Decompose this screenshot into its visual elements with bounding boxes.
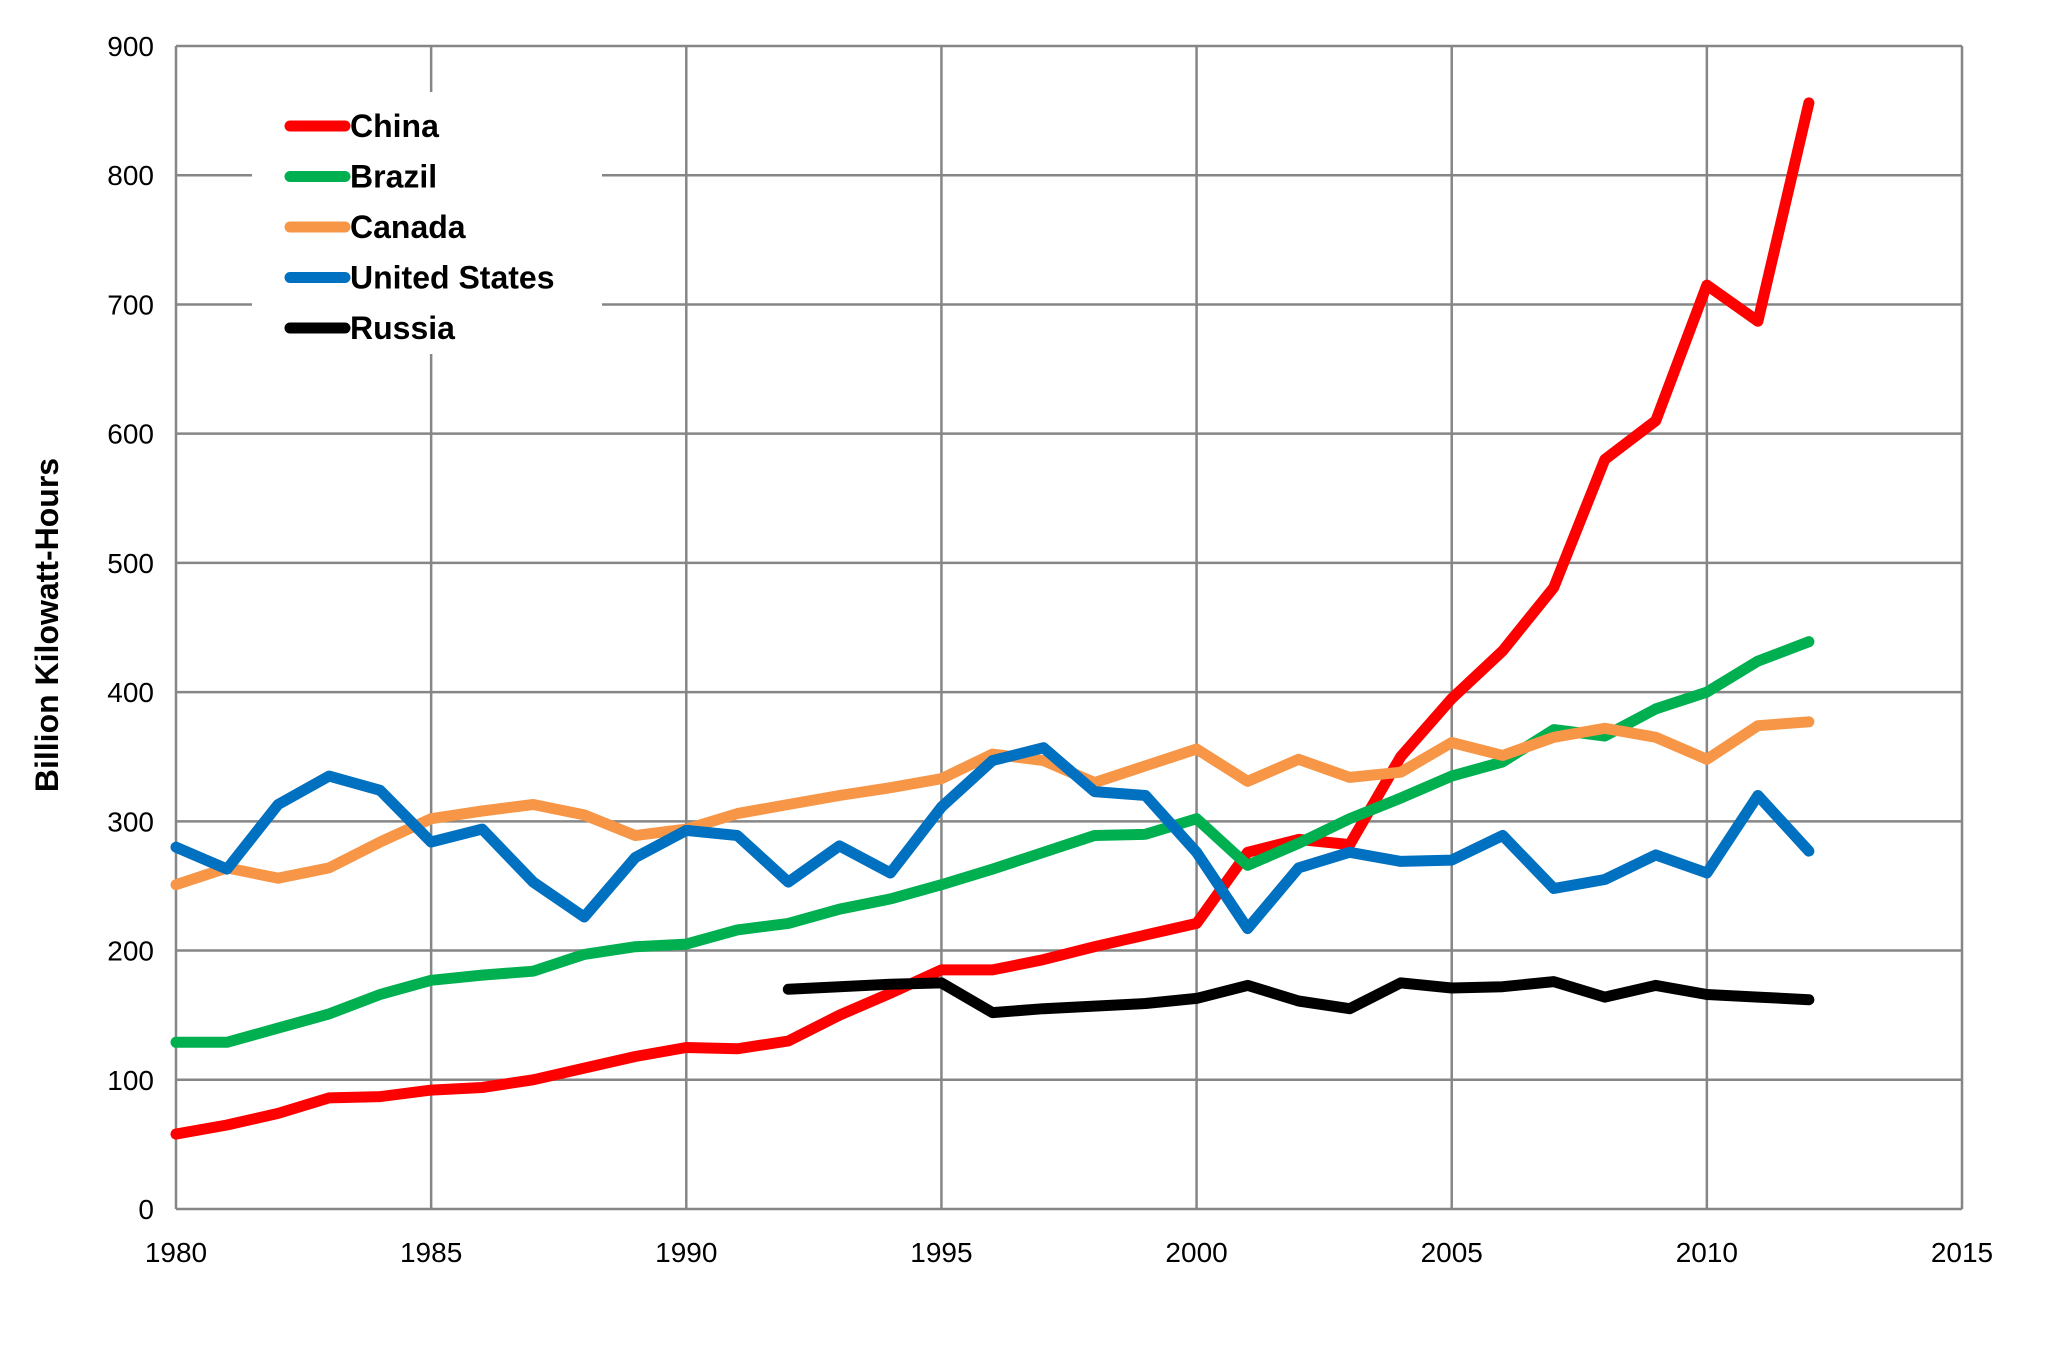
x-tick-label: 1995 [910,1237,972,1268]
axis-tick-labels: 0 100 200 300 400 500 600 700 800 900 1980 1985 1990… [107,31,1993,1268]
y-tick-label: 100 [107,1065,154,1096]
x-tick-label: 2015 [1931,1237,1993,1268]
x-tick-label: 1990 [655,1237,717,1268]
y-tick-label: 200 [107,936,154,967]
y-tick-label: 500 [107,548,154,579]
x-tick-label: 2010 [1676,1237,1738,1268]
y-tick-label: 400 [107,677,154,708]
x-tick-label: 2005 [1421,1237,1483,1268]
series-line-china [170,97,1815,1140]
y-axis-title: Billion Kilowatt-Hours [29,458,65,792]
series-line-canada [170,716,1815,891]
series-line-united-states [170,742,1815,935]
legend-label-china: China [350,108,439,144]
y-tick-label: 0 [138,1194,154,1225]
y-tick-label: 300 [107,806,154,837]
legend-label-canada: Canada [350,209,466,245]
y-tick-label: 700 [107,289,154,320]
y-tick-label: 800 [107,160,154,191]
y-tick-label: 600 [107,419,154,450]
y-tick-label: 900 [107,31,154,62]
x-tick-label: 1985 [400,1237,462,1268]
legend: China Brazil Canada United States Russia [284,108,554,346]
grid-lines [174,44,1964,1211]
series-lines [170,97,1815,1140]
series-line-russia [782,976,1815,1019]
x-tick-label: 2000 [1165,1237,1227,1268]
legend-label-russia: Russia [350,310,455,346]
legend-label-united-states: United States [350,260,554,296]
x-tick-label: 1980 [145,1237,207,1268]
legend-label-brazil: Brazil [350,159,437,195]
